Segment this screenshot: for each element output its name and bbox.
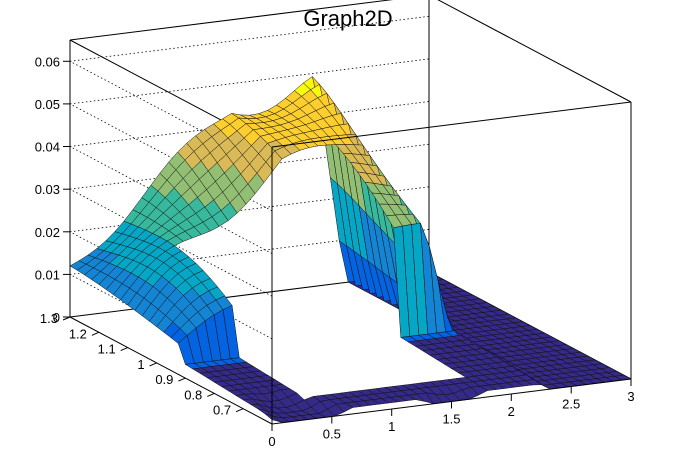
z-gridline-back [69,15,430,62]
y-tick [207,392,215,397]
z-tick-label: 0 [53,310,60,325]
y-tick [235,408,244,413]
y-tick [178,377,186,382]
surface-plot [69,75,632,423]
axes: 0 0.5 1 1.5 2 2.5 30.70.80.911.11.21.300.010.0… [35,40,635,449]
x-tick-label: 3 [627,389,634,404]
y-tick-label: 1 [137,357,144,372]
z-tick-label: 0.05 [35,97,60,112]
y-tick-label: 1.2 [69,326,87,341]
chart-title: Graph2D [303,6,392,31]
front-top-edge [271,101,632,148]
z-tick-label: 0.04 [35,140,60,155]
y-tick-label: 0.9 [155,372,173,387]
y-tick [120,347,128,352]
x-tick-label: 1.5 [442,412,460,427]
x-tick-label: 0 [268,434,275,449]
y-tick [91,331,100,336]
y-axis-line [69,316,273,425]
z-tick-label: 0.06 [35,54,60,69]
x-tick-label: 2.5 [562,397,580,412]
y-tick-label: 0.8 [184,387,202,402]
z-tick-label: 0.02 [35,225,60,240]
x-tick-label: 0.5 [323,427,341,442]
y-tick-label: 0.7 [213,403,231,418]
right-top-edge [437,0,632,103]
x-tick-label: 1 [388,419,395,434]
y-tick [149,362,157,367]
z-tick-label: 0.03 [35,182,60,197]
x-tick-label: 2 [508,404,515,419]
y-tick-label: 1.3 [40,311,58,326]
z-tick-label: 0.01 [35,267,60,282]
y-tick-label: 1.1 [98,342,116,357]
front-frame [271,101,632,424]
back-top-edge [69,0,394,41]
z-gridline-back [69,58,430,105]
